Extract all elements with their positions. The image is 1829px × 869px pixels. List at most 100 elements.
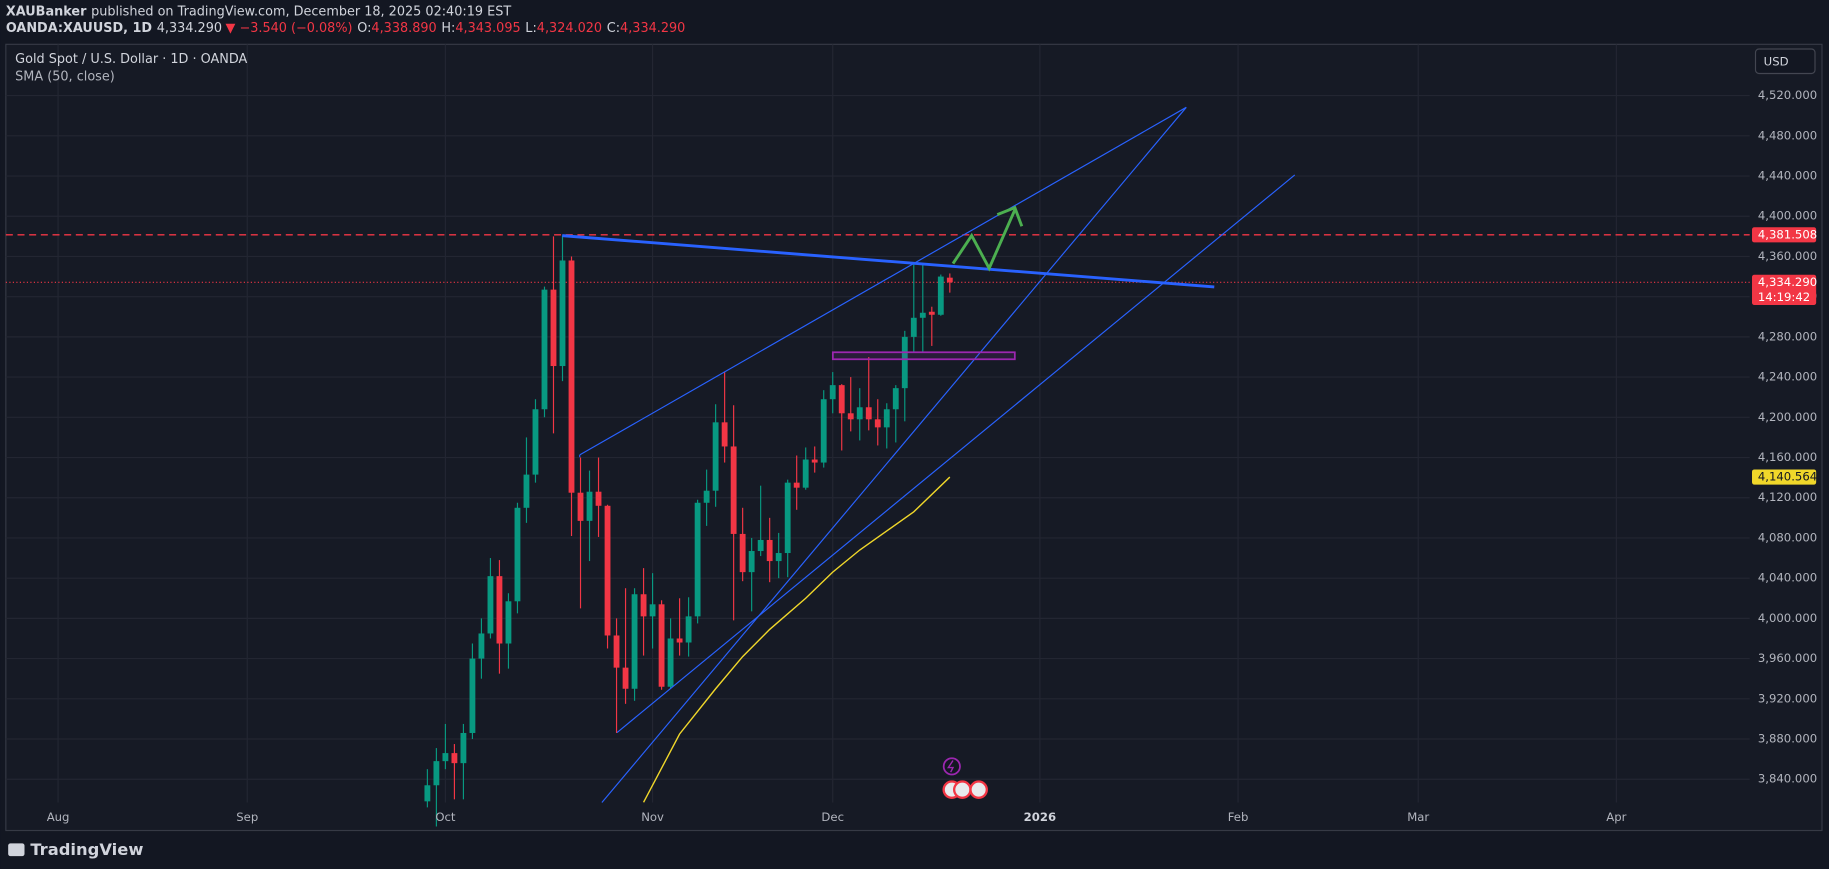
candle-body bbox=[694, 502, 701, 617]
candle-body bbox=[856, 407, 863, 420]
candle-body bbox=[793, 482, 800, 488]
y-tick-label: 3,840.000 bbox=[1758, 772, 1817, 786]
plot-frame bbox=[5, 43, 1823, 832]
candle-body bbox=[802, 459, 809, 488]
candle-body bbox=[919, 312, 926, 318]
x-tick-label: Nov bbox=[641, 810, 664, 824]
y-tick-label: 4,440.000 bbox=[1758, 169, 1817, 183]
candle-body bbox=[847, 413, 854, 420]
marks bbox=[5, 234, 1750, 827]
x-tick-label: Oct bbox=[435, 810, 456, 824]
candle-body bbox=[712, 422, 719, 491]
candle-body bbox=[577, 492, 584, 521]
candle-body bbox=[460, 732, 467, 764]
channel-line bbox=[616, 174, 1296, 733]
event-icon[interactable] bbox=[952, 780, 972, 800]
published: published on TradingView.com, December 1… bbox=[91, 4, 511, 19]
candle-body bbox=[622, 667, 629, 689]
candle-body bbox=[946, 277, 953, 283]
candle-body bbox=[550, 289, 557, 367]
event-icon[interactable] bbox=[942, 757, 961, 776]
candle-body bbox=[487, 576, 494, 634]
candle-body bbox=[838, 385, 845, 414]
candle-body bbox=[595, 491, 602, 506]
candle-body bbox=[784, 482, 791, 554]
y-tick-label: 4,000.000 bbox=[1758, 611, 1817, 625]
candle-body bbox=[892, 388, 899, 410]
price-label-box bbox=[1752, 227, 1817, 243]
y-tick-label: 4,360.000 bbox=[1758, 249, 1817, 263]
x-tick-label: Dec bbox=[821, 810, 844, 824]
candle-body bbox=[442, 753, 449, 762]
events bbox=[942, 757, 988, 800]
ohlc-label: C: bbox=[607, 20, 620, 35]
event-icon[interactable] bbox=[969, 780, 988, 800]
candle-body bbox=[874, 419, 881, 428]
candle-body bbox=[586, 491, 593, 521]
candle-body bbox=[685, 616, 692, 643]
candle-body bbox=[532, 409, 539, 475]
candle-body bbox=[433, 761, 440, 786]
y-tick-label: 4,280.000 bbox=[1758, 329, 1817, 343]
x-tick-label: 2026 bbox=[1024, 810, 1056, 824]
x-tick-label: Mar bbox=[1407, 810, 1429, 824]
countdown: 14:19:42 bbox=[1758, 290, 1810, 304]
candle-body bbox=[667, 638, 674, 687]
candle-body bbox=[541, 289, 548, 410]
candle-body bbox=[424, 785, 431, 802]
currency-label[interactable]: USD bbox=[1764, 54, 1789, 68]
price-label-box bbox=[1752, 469, 1817, 485]
candle-body bbox=[928, 311, 935, 315]
candle-body bbox=[820, 399, 827, 463]
author: XAUBanker bbox=[6, 4, 87, 19]
sma-line bbox=[642, 476, 951, 803]
candle-body bbox=[910, 317, 917, 337]
candle-body bbox=[658, 604, 665, 687]
brand: TradingView bbox=[30, 840, 143, 859]
candle-body bbox=[451, 753, 458, 764]
ohlc-value: 4,343.095 bbox=[455, 20, 520, 35]
x-tick-label: Apr bbox=[1606, 810, 1626, 824]
x-tick-label: Feb bbox=[1228, 810, 1249, 824]
symbol: OANDA:XAUUSD, 1D bbox=[6, 20, 152, 35]
change: ▼ −3.540 (−0.08%) bbox=[226, 20, 353, 35]
ohlc-value: 4,324.020 bbox=[537, 20, 602, 35]
y-tick-label: 4,040.000 bbox=[1758, 571, 1817, 585]
ohlc-value: 4,334.290 bbox=[620, 20, 685, 35]
candle-body bbox=[775, 553, 782, 562]
price-label: 4,334.290 bbox=[1758, 275, 1817, 289]
candle-body bbox=[703, 490, 710, 503]
candle-body bbox=[505, 601, 512, 644]
candle-body bbox=[496, 576, 503, 644]
candle-body bbox=[766, 539, 773, 562]
zone-box bbox=[831, 351, 1016, 361]
y-tick-label: 3,960.000 bbox=[1758, 651, 1817, 665]
candle-body bbox=[649, 604, 656, 617]
chart-title: Gold Spot / U.S. Dollar · 1D · OANDA bbox=[15, 52, 247, 67]
candle-body bbox=[865, 407, 872, 420]
candle-body bbox=[613, 635, 620, 668]
x-tick-label: Aug bbox=[47, 810, 70, 824]
currency-button[interactable] bbox=[1754, 48, 1816, 75]
y-tick-label: 4,200.000 bbox=[1758, 410, 1817, 424]
x-tick-label: Sep bbox=[236, 810, 258, 824]
y-tick-label: 3,920.000 bbox=[1758, 691, 1817, 705]
y-tick-label: 3,880.000 bbox=[1758, 732, 1817, 746]
candle-body bbox=[604, 505, 611, 636]
y-tick-label: 4,160.000 bbox=[1758, 450, 1817, 464]
indicator-name: SMA (50, close) bbox=[15, 69, 115, 84]
candle-body bbox=[748, 551, 755, 573]
candle-body bbox=[757, 539, 764, 552]
price-label-box bbox=[1752, 274, 1817, 306]
candle-body bbox=[568, 260, 575, 493]
ohlc-value: 4,338.890 bbox=[371, 20, 436, 35]
candle-body bbox=[721, 422, 728, 447]
ohlc-label: O: bbox=[357, 20, 371, 35]
trend-line bbox=[562, 234, 1215, 289]
y-tick-label: 4,120.000 bbox=[1758, 490, 1817, 504]
candle-body bbox=[478, 633, 485, 659]
candle-body bbox=[559, 260, 566, 367]
candle-body bbox=[469, 658, 476, 733]
